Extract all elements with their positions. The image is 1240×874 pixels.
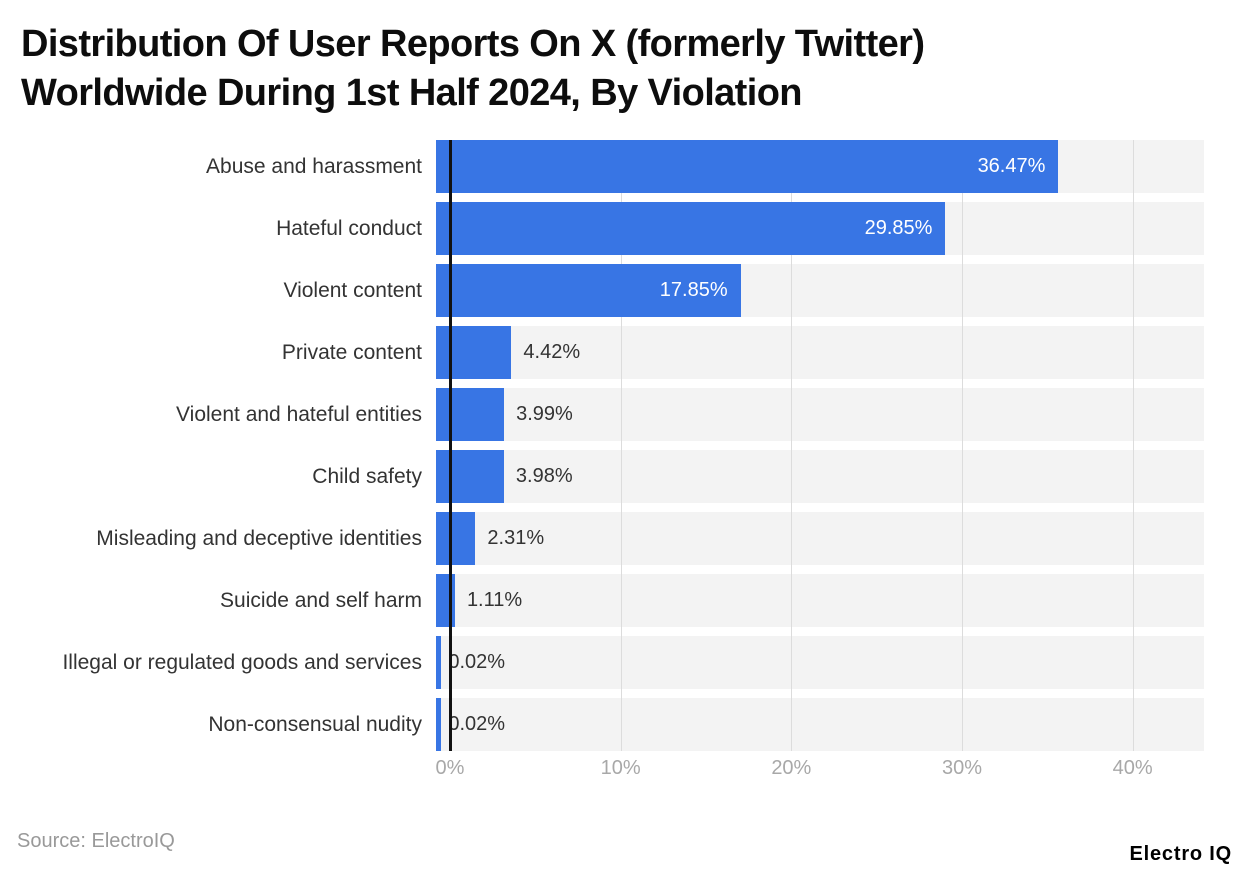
category-label: Violent and hateful entities (176, 403, 422, 426)
bar (436, 326, 512, 379)
x-axis-tick-label: 40% (1112, 757, 1153, 779)
category-label: Private content (281, 341, 422, 364)
value-label: 0.02% (448, 651, 506, 673)
category-label: Non-consensual nudity (208, 713, 422, 736)
bar: 29.85% (436, 202, 946, 255)
x-axis-tick-label: 30% (941, 757, 983, 779)
bar-track: 0.02% (436, 698, 1204, 751)
bar-track: 29.85% (436, 202, 1204, 255)
chart-title-line2: Worldwide During 1st Half 2024, By Viola… (21, 72, 803, 114)
bar (436, 450, 504, 503)
category-label: Illegal or regulated goods and services (62, 651, 422, 674)
electro-iq-logo: Electro IQ (1129, 843, 1232, 865)
bar-track: 17.85% (436, 264, 1204, 317)
category-label: Violent content (283, 279, 422, 302)
chart-row: Misleading and deceptive identities 2.31% (0, 512, 1218, 565)
category-label: Abuse and harassment (206, 155, 422, 178)
bar-track: 0.02% (436, 636, 1204, 689)
chart-row: Abuse and harassment 36.47% (0, 140, 1218, 193)
chart-row: Private content 4.42% (0, 326, 1218, 379)
value-label: 2.31% (487, 527, 545, 549)
value-label: 17.85% (659, 279, 728, 301)
bar-track: 4.42% (436, 326, 1204, 379)
value-label: 29.85% (864, 217, 933, 239)
chart-row: Suicide and self harm 1.11% (0, 574, 1218, 627)
value-label: 4.42% (523, 341, 581, 363)
value-label: 0.02% (448, 713, 506, 735)
bar (436, 574, 455, 627)
chart-title-line1: Distribution Of User Reports On X (forme… (21, 23, 925, 65)
chart-row: Child safety 3.98% (0, 450, 1218, 503)
x-axis: 0% 10% 20% 30% 40% (436, 757, 1218, 791)
bar-track: 3.99% (436, 388, 1204, 441)
bar-chart: Abuse and harassment 36.47% Hateful conduc… (0, 140, 1218, 791)
source-attribution: Source: ElectroIQ (17, 830, 175, 852)
bar-track: 3.98% (436, 450, 1204, 503)
bar (436, 512, 476, 565)
category-label: Misleading and deceptive identities (96, 527, 422, 550)
bar (436, 636, 441, 689)
category-label: Hateful conduct (276, 217, 422, 240)
bar-track: 2.31% (436, 512, 1204, 565)
value-label: 1.11% (466, 589, 523, 611)
category-label: Child safety (312, 465, 422, 488)
plot-area: Abuse and harassment 36.47% Hateful conduc… (0, 140, 1218, 751)
x-axis-tick-label: 20% (771, 757, 812, 779)
category-label: Suicide and self harm (220, 589, 422, 612)
bar (436, 388, 505, 441)
bar: 36.47% (436, 140, 1059, 193)
bar-track: 1.11% (436, 574, 1204, 627)
chart-row: Violent content 17.85% (0, 264, 1218, 317)
value-label: 3.99% (516, 403, 573, 425)
chart-row: Violent and hateful entities 3.99% (0, 388, 1218, 441)
chart-row: Illegal or regulated goods and services 0… (0, 636, 1218, 689)
value-label: 3.98% (515, 465, 573, 487)
bar: 17.85% (436, 264, 741, 317)
x-axis-tick-label: 0% (435, 757, 465, 779)
chart-title: Distribution Of User Reports On X (forme… (21, 20, 925, 118)
chart-row: Non-consensual nudity 0.02% (0, 698, 1218, 751)
chart-row: Hateful conduct 29.85% (0, 202, 1218, 255)
bar-track: 36.47% (436, 140, 1204, 193)
value-label: 36.47% (977, 155, 1046, 177)
bar (436, 698, 441, 751)
x-axis-tick-label: 10% (600, 757, 641, 779)
